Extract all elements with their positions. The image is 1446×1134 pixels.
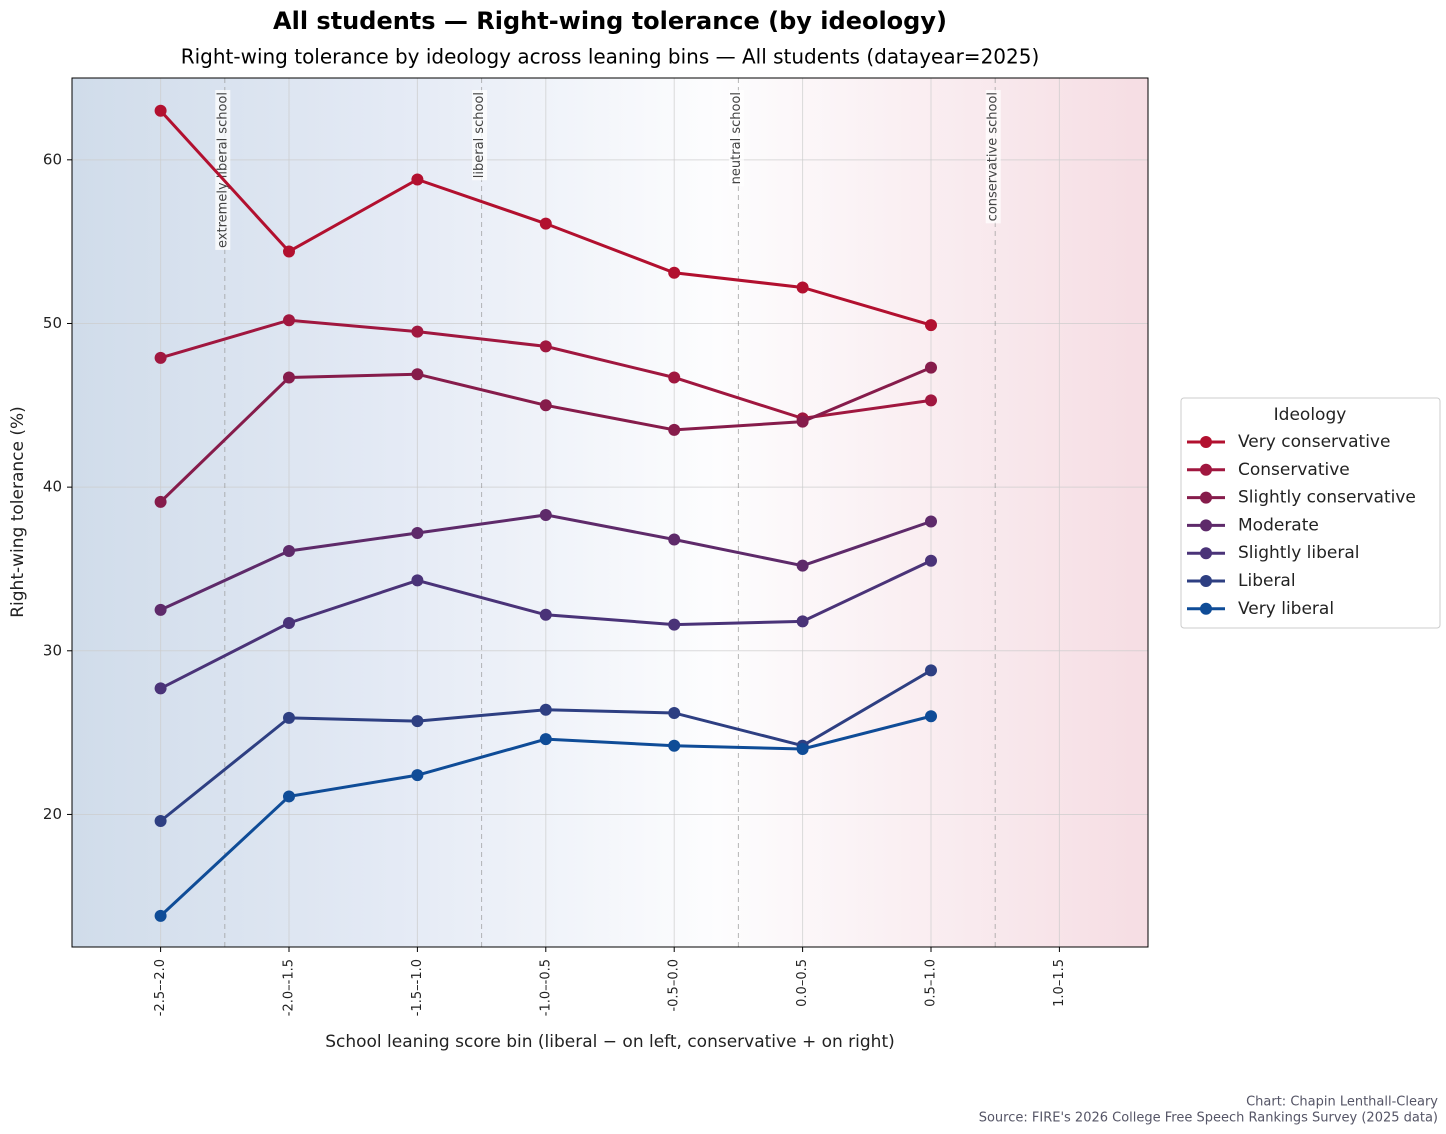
legend-marker <box>1200 602 1212 615</box>
legend-title: Ideology <box>1274 405 1347 425</box>
annotation: conservative school <box>986 92 1001 221</box>
data-point <box>154 104 167 117</box>
data-point <box>411 173 424 186</box>
plot-background <box>72 78 1148 947</box>
data-point <box>411 715 424 728</box>
data-point <box>154 351 167 364</box>
data-point <box>668 533 681 546</box>
legend-marker <box>1200 519 1212 532</box>
annotation: liberal school <box>472 92 487 178</box>
legend-marker <box>1200 491 1212 504</box>
annotation-background <box>728 90 744 187</box>
data-point <box>539 733 552 746</box>
data-point <box>411 325 424 338</box>
data-point <box>411 769 424 782</box>
legend-marker <box>1200 575 1212 587</box>
annotation: extremely liberal school <box>215 92 230 248</box>
data-point <box>539 217 552 230</box>
x-tick-label: -2.5–-2.0 <box>153 959 168 1016</box>
chart-subtitle: Right-wing tolerance by ideology across … <box>181 45 1040 69</box>
data-point <box>282 314 295 327</box>
data-point <box>925 394 938 407</box>
data-point <box>539 508 552 521</box>
data-point <box>154 603 167 616</box>
legend-label: Very liberal <box>1238 599 1334 619</box>
data-point <box>154 495 167 508</box>
data-point <box>925 554 938 567</box>
legend-label: Slightly liberal <box>1238 543 1359 563</box>
x-tick-label: 1.0–1.5 <box>1052 959 1067 1007</box>
legend-marker <box>1200 547 1212 560</box>
data-point <box>925 361 938 374</box>
legend-label: Moderate <box>1238 515 1319 535</box>
data-point <box>796 742 809 755</box>
x-tick-label: 0.0–0.5 <box>795 959 810 1007</box>
legend-box <box>1180 397 1441 629</box>
annotation: neutral school <box>729 92 744 184</box>
data-point <box>925 515 938 528</box>
chart-title: All students — Right-wing tolerance (by … <box>273 7 947 35</box>
data-point <box>154 682 167 695</box>
data-point <box>282 711 295 724</box>
data-point <box>282 544 295 557</box>
data-point <box>539 399 552 412</box>
data-point <box>668 618 681 631</box>
y-tick-label: 60 <box>43 150 62 168</box>
data-point <box>668 739 681 752</box>
credit: Chart: Chapin Lenthall-Cleary <box>1246 1095 1438 1110</box>
annotation-background <box>472 90 488 181</box>
x-tick-label: 0.5–1.0 <box>924 959 939 1007</box>
data-point <box>154 909 167 922</box>
legend-marker <box>1200 463 1212 476</box>
x-axis-label: School leaning score bin (liberal − on l… <box>325 1032 895 1052</box>
data-point <box>282 616 295 629</box>
legend-label: Conservative <box>1238 460 1350 480</box>
x-tick-label: -2.0–-1.5 <box>281 959 296 1016</box>
legend-label: Slightly conservative <box>1238 488 1416 508</box>
data-point <box>154 814 167 827</box>
data-point <box>796 415 809 428</box>
data-point <box>925 664 938 677</box>
data-point <box>796 615 809 628</box>
plot-frame <box>71 77 1149 948</box>
data-point <box>282 245 295 258</box>
data-point <box>411 368 424 381</box>
legend-label: Liberal <box>1238 571 1296 591</box>
y-tick-label: 40 <box>43 478 62 496</box>
data-point <box>539 340 552 353</box>
x-tick-label: -0.5–0.0 <box>667 959 682 1012</box>
credit: Source: FIRE's 2026 College Free Speech … <box>979 1111 1438 1126</box>
data-point <box>925 710 938 723</box>
legend-marker <box>1200 436 1212 448</box>
data-point <box>282 790 295 803</box>
data-point <box>668 266 681 279</box>
data-point <box>796 559 809 572</box>
x-tick-label: -1.0–-0.5 <box>538 959 553 1016</box>
data-point <box>282 371 295 384</box>
y-axis-label: Right-wing tolerance (%) <box>8 406 28 618</box>
legend-label: Very conservative <box>1238 432 1390 452</box>
data-point <box>411 574 424 587</box>
data-point <box>668 423 681 436</box>
data-point <box>925 319 938 332</box>
data-point <box>539 608 552 621</box>
data-point <box>411 526 424 539</box>
annotation-background <box>985 90 1001 224</box>
y-tick-label: 50 <box>43 314 62 332</box>
data-point <box>796 281 809 294</box>
data-point <box>539 703 552 716</box>
y-tick-label: 30 <box>43 641 62 659</box>
annotation-background <box>215 90 231 250</box>
data-point <box>668 706 681 719</box>
x-tick-label: -1.5–-1.0 <box>410 959 425 1016</box>
data-point <box>668 371 681 384</box>
y-tick-label: 20 <box>43 805 62 823</box>
